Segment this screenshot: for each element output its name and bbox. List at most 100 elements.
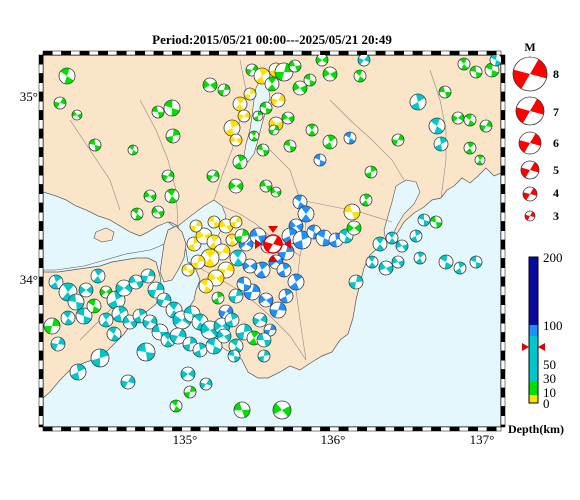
earthquake-mechanism	[322, 66, 338, 82]
earthquake-mechanism	[151, 205, 165, 219]
frame-scale-segment	[403, 426, 414, 432]
main-event-arrow	[268, 255, 278, 262]
depth-unit-label: Depth(km)	[508, 422, 564, 436]
frame-scale-segment	[200, 426, 210, 432]
frame-scale-segment	[385, 426, 395, 432]
earthquake-mechanism	[169, 327, 187, 345]
earthquake-mechanism	[228, 288, 244, 304]
frame-scale-segment	[500, 341, 506, 352]
frame-scale-segment	[227, 50, 238, 56]
frame-scale-segment	[422, 426, 432, 432]
frame-scale-segment	[500, 119, 506, 130]
frame-scale-segment	[486, 50, 497, 56]
earthquake-mechanism	[50, 336, 66, 352]
earthquake-mechanism	[58, 67, 76, 85]
frame-scale-segment	[38, 230, 44, 241]
frame-scale-segment	[42, 426, 53, 432]
earthquake-mechanism	[151, 105, 165, 119]
earthquake-mechanism	[305, 123, 319, 137]
y-tick-label-34: 34°	[20, 272, 38, 287]
frame-scale-segment	[357, 50, 367, 56]
frame-scale-segment	[38, 119, 44, 130]
x-tick-label-137: 137°	[470, 432, 495, 447]
frame-scale-segment	[500, 332, 506, 342]
frame-scale-segment	[255, 426, 266, 432]
earthquake-mechanism	[249, 227, 267, 245]
frame-scale-segment	[89, 50, 99, 56]
frame-scale-segment	[163, 426, 173, 432]
earthquake-mechanism	[417, 213, 431, 227]
earthquake-mechanism	[272, 400, 292, 420]
earthquake-mechanism	[78, 282, 94, 298]
earthquake-mechanism	[243, 87, 257, 101]
earthquake-mechanism	[433, 136, 449, 152]
frame-scale-segment	[477, 50, 488, 56]
earthquake-mechanism	[228, 178, 244, 194]
frame-scale-segment	[200, 50, 210, 56]
depth-band-30-60	[529, 336, 538, 360]
magnitude-legend-ball	[515, 96, 545, 126]
main-event-arrow	[255, 239, 262, 249]
frame-scale-segment	[246, 50, 256, 56]
period-title: Period:2015/05/21 00:00---2025/05/21 20:…	[152, 32, 392, 47]
depth-scale-frame	[528, 256, 539, 404]
earthquake-mechanism	[183, 385, 197, 399]
frame-scale-segment	[38, 138, 44, 148]
earthquake-mechanism	[127, 144, 139, 156]
depth-band-60-100	[529, 325, 538, 336]
frame-scale-segment	[500, 64, 506, 74]
depth-tick-10: 10	[543, 385, 556, 400]
earthquake-mechanism	[180, 366, 196, 382]
frame-scale-segment	[144, 426, 155, 432]
frame-scale-segment	[283, 426, 293, 432]
frame-scale-segment	[500, 165, 506, 176]
frame-scale-segment	[486, 426, 497, 432]
frame-scale-segment	[329, 50, 340, 56]
frame-scale-segment	[153, 426, 164, 432]
earthquake-mechanism	[365, 255, 379, 269]
frame-scale-segment	[431, 50, 441, 56]
frame-scale-segment	[500, 54, 506, 65]
main-event-ring	[263, 234, 283, 254]
main-event-arrow	[268, 226, 278, 233]
earthquake-mechanism	[198, 278, 214, 294]
frame-scale-segment	[61, 426, 71, 432]
earthquake-mechanism	[242, 258, 258, 274]
frame-scale-segment	[135, 50, 145, 56]
frame-scale-segment	[227, 426, 238, 432]
frame-scale-segment	[38, 387, 44, 398]
frame-scale-segment	[500, 267, 506, 278]
earthquake-mechanism	[292, 230, 312, 250]
frame-scale-segment	[38, 295, 44, 305]
earthquake-mechanism	[161, 169, 175, 183]
main-event-marker	[255, 226, 291, 262]
magnitude-legend-ball	[512, 56, 548, 92]
frame-scale-segment	[500, 184, 506, 194]
earthquake-mechanism	[256, 332, 272, 348]
frame-scale-segment	[38, 378, 44, 389]
frame-scale-segment	[449, 50, 460, 56]
earthquake-mechanism	[451, 111, 465, 125]
frame-scale-segment	[237, 426, 247, 432]
frame-scale-segment	[38, 184, 44, 194]
earthquake-mechanism	[232, 154, 248, 170]
earthquake-mechanism	[90, 348, 110, 368]
earthquake-mechanism	[269, 301, 287, 319]
frame-scale-segment	[209, 50, 219, 56]
depth-tick-100: 100	[543, 318, 563, 333]
earthquake-mechanism	[469, 255, 483, 269]
frame-scale-segment	[38, 424, 44, 428]
frame-scale-segment	[264, 50, 275, 56]
magnitude-label-8: 8	[553, 67, 559, 81]
frame-scale-segment	[172, 50, 182, 56]
earthquake-mechanism	[346, 220, 362, 236]
earthquake-mechanism	[248, 130, 260, 142]
frame-scale-segment	[116, 50, 127, 56]
frame-scale-segment	[500, 202, 506, 213]
earthquake-mechanism	[359, 193, 373, 207]
earthquake-mechanism	[372, 236, 388, 252]
earthquake-mechanism	[229, 215, 243, 229]
frame-scale-segment	[264, 426, 275, 432]
frame-scale-segment	[70, 50, 81, 56]
frame-scale-segment	[500, 249, 506, 259]
